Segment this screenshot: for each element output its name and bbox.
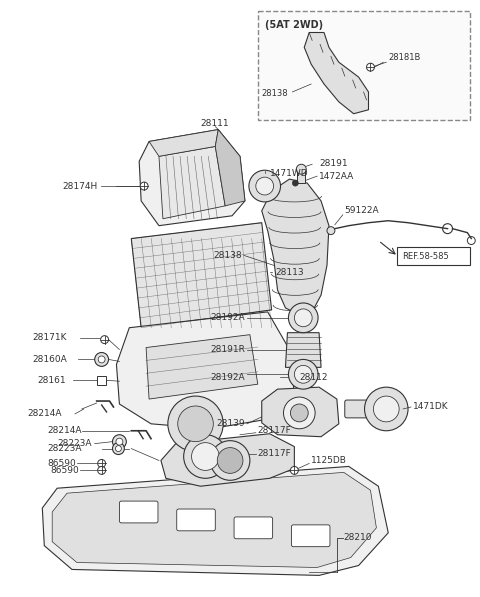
Circle shape <box>140 182 148 190</box>
Circle shape <box>101 336 108 344</box>
Polygon shape <box>131 223 272 328</box>
Circle shape <box>327 227 335 235</box>
Text: 28223A: 28223A <box>47 444 82 453</box>
Text: 86590: 86590 <box>50 466 79 475</box>
Circle shape <box>210 441 250 481</box>
Circle shape <box>290 404 308 422</box>
Text: 28174H: 28174H <box>62 181 97 190</box>
FancyBboxPatch shape <box>177 509 216 531</box>
Text: 28171K: 28171K <box>33 333 67 342</box>
Circle shape <box>116 438 123 445</box>
Polygon shape <box>262 179 329 315</box>
Text: 28214A: 28214A <box>27 410 62 418</box>
Circle shape <box>217 448 243 473</box>
Circle shape <box>249 170 280 202</box>
FancyBboxPatch shape <box>234 517 273 538</box>
Circle shape <box>184 435 227 478</box>
Text: 28192A: 28192A <box>210 373 245 381</box>
Circle shape <box>284 397 315 429</box>
Text: 28223A: 28223A <box>57 439 92 448</box>
Circle shape <box>98 356 105 363</box>
Polygon shape <box>262 387 339 436</box>
FancyBboxPatch shape <box>345 400 378 418</box>
Text: 28181B: 28181B <box>388 53 420 61</box>
Polygon shape <box>117 312 294 429</box>
FancyBboxPatch shape <box>120 501 158 523</box>
Text: 1472AA: 1472AA <box>319 172 354 181</box>
Polygon shape <box>146 335 258 399</box>
Circle shape <box>178 406 213 442</box>
Polygon shape <box>42 466 388 576</box>
Text: 1471DK: 1471DK <box>413 402 449 411</box>
Text: 28191R: 28191R <box>210 345 245 354</box>
Circle shape <box>192 442 219 470</box>
Circle shape <box>97 466 106 475</box>
Circle shape <box>294 365 312 383</box>
Text: 1471WD: 1471WD <box>270 169 308 178</box>
Circle shape <box>292 180 298 186</box>
Text: 28117F: 28117F <box>258 426 291 435</box>
Polygon shape <box>139 130 245 226</box>
Polygon shape <box>286 333 321 367</box>
Circle shape <box>256 177 274 195</box>
Circle shape <box>296 164 306 174</box>
Text: 28112: 28112 <box>300 373 328 381</box>
FancyBboxPatch shape <box>397 248 470 265</box>
Polygon shape <box>149 130 218 156</box>
Circle shape <box>288 359 318 389</box>
Circle shape <box>290 466 298 475</box>
Text: 28192A: 28192A <box>210 313 245 322</box>
Circle shape <box>97 460 106 467</box>
Text: 28113: 28113 <box>276 267 304 277</box>
Bar <box>96 376 106 385</box>
Circle shape <box>367 63 374 71</box>
Circle shape <box>294 309 312 327</box>
Text: 28111: 28111 <box>201 119 229 128</box>
Circle shape <box>168 396 223 451</box>
Polygon shape <box>216 130 245 206</box>
Text: 28117F: 28117F <box>258 449 291 458</box>
Circle shape <box>373 396 399 422</box>
Circle shape <box>112 442 124 454</box>
Text: 28191: 28191 <box>319 159 348 168</box>
Text: 86590: 86590 <box>47 459 76 468</box>
Polygon shape <box>304 32 369 114</box>
Bar <box>258 11 470 119</box>
Text: 59122A: 59122A <box>344 207 378 216</box>
Circle shape <box>95 352 108 367</box>
Bar <box>297 169 305 183</box>
Circle shape <box>116 445 121 451</box>
FancyBboxPatch shape <box>291 525 330 547</box>
Text: 28161: 28161 <box>37 376 66 384</box>
Text: 28138: 28138 <box>213 251 242 260</box>
Text: REF.58-585: REF.58-585 <box>402 252 449 261</box>
Text: 1125DB: 1125DB <box>311 456 347 465</box>
Text: (5AT 2WD): (5AT 2WD) <box>264 20 323 30</box>
Polygon shape <box>52 472 376 568</box>
Text: 28210: 28210 <box>344 533 372 542</box>
Text: 28139: 28139 <box>216 419 245 428</box>
Text: 28160A: 28160A <box>33 355 67 364</box>
Polygon shape <box>159 146 225 219</box>
Polygon shape <box>161 434 294 486</box>
Text: 28138: 28138 <box>262 90 288 99</box>
Text: 28214A: 28214A <box>47 426 82 435</box>
Circle shape <box>288 303 318 333</box>
Circle shape <box>112 435 126 448</box>
Circle shape <box>364 387 408 431</box>
